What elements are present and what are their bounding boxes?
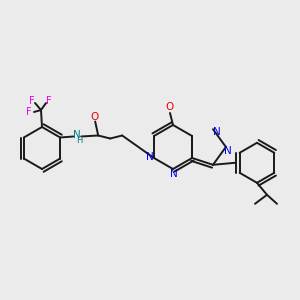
Text: F: F — [26, 107, 32, 117]
Text: N: N — [73, 130, 81, 140]
Text: F: F — [29, 96, 35, 106]
Text: N: N — [224, 146, 232, 156]
Text: N: N — [146, 152, 154, 162]
Text: F: F — [46, 96, 52, 106]
Text: N: N — [170, 169, 178, 179]
Text: N: N — [213, 127, 221, 137]
Text: O: O — [90, 112, 98, 122]
Text: H: H — [76, 136, 83, 145]
Text: O: O — [165, 102, 173, 112]
